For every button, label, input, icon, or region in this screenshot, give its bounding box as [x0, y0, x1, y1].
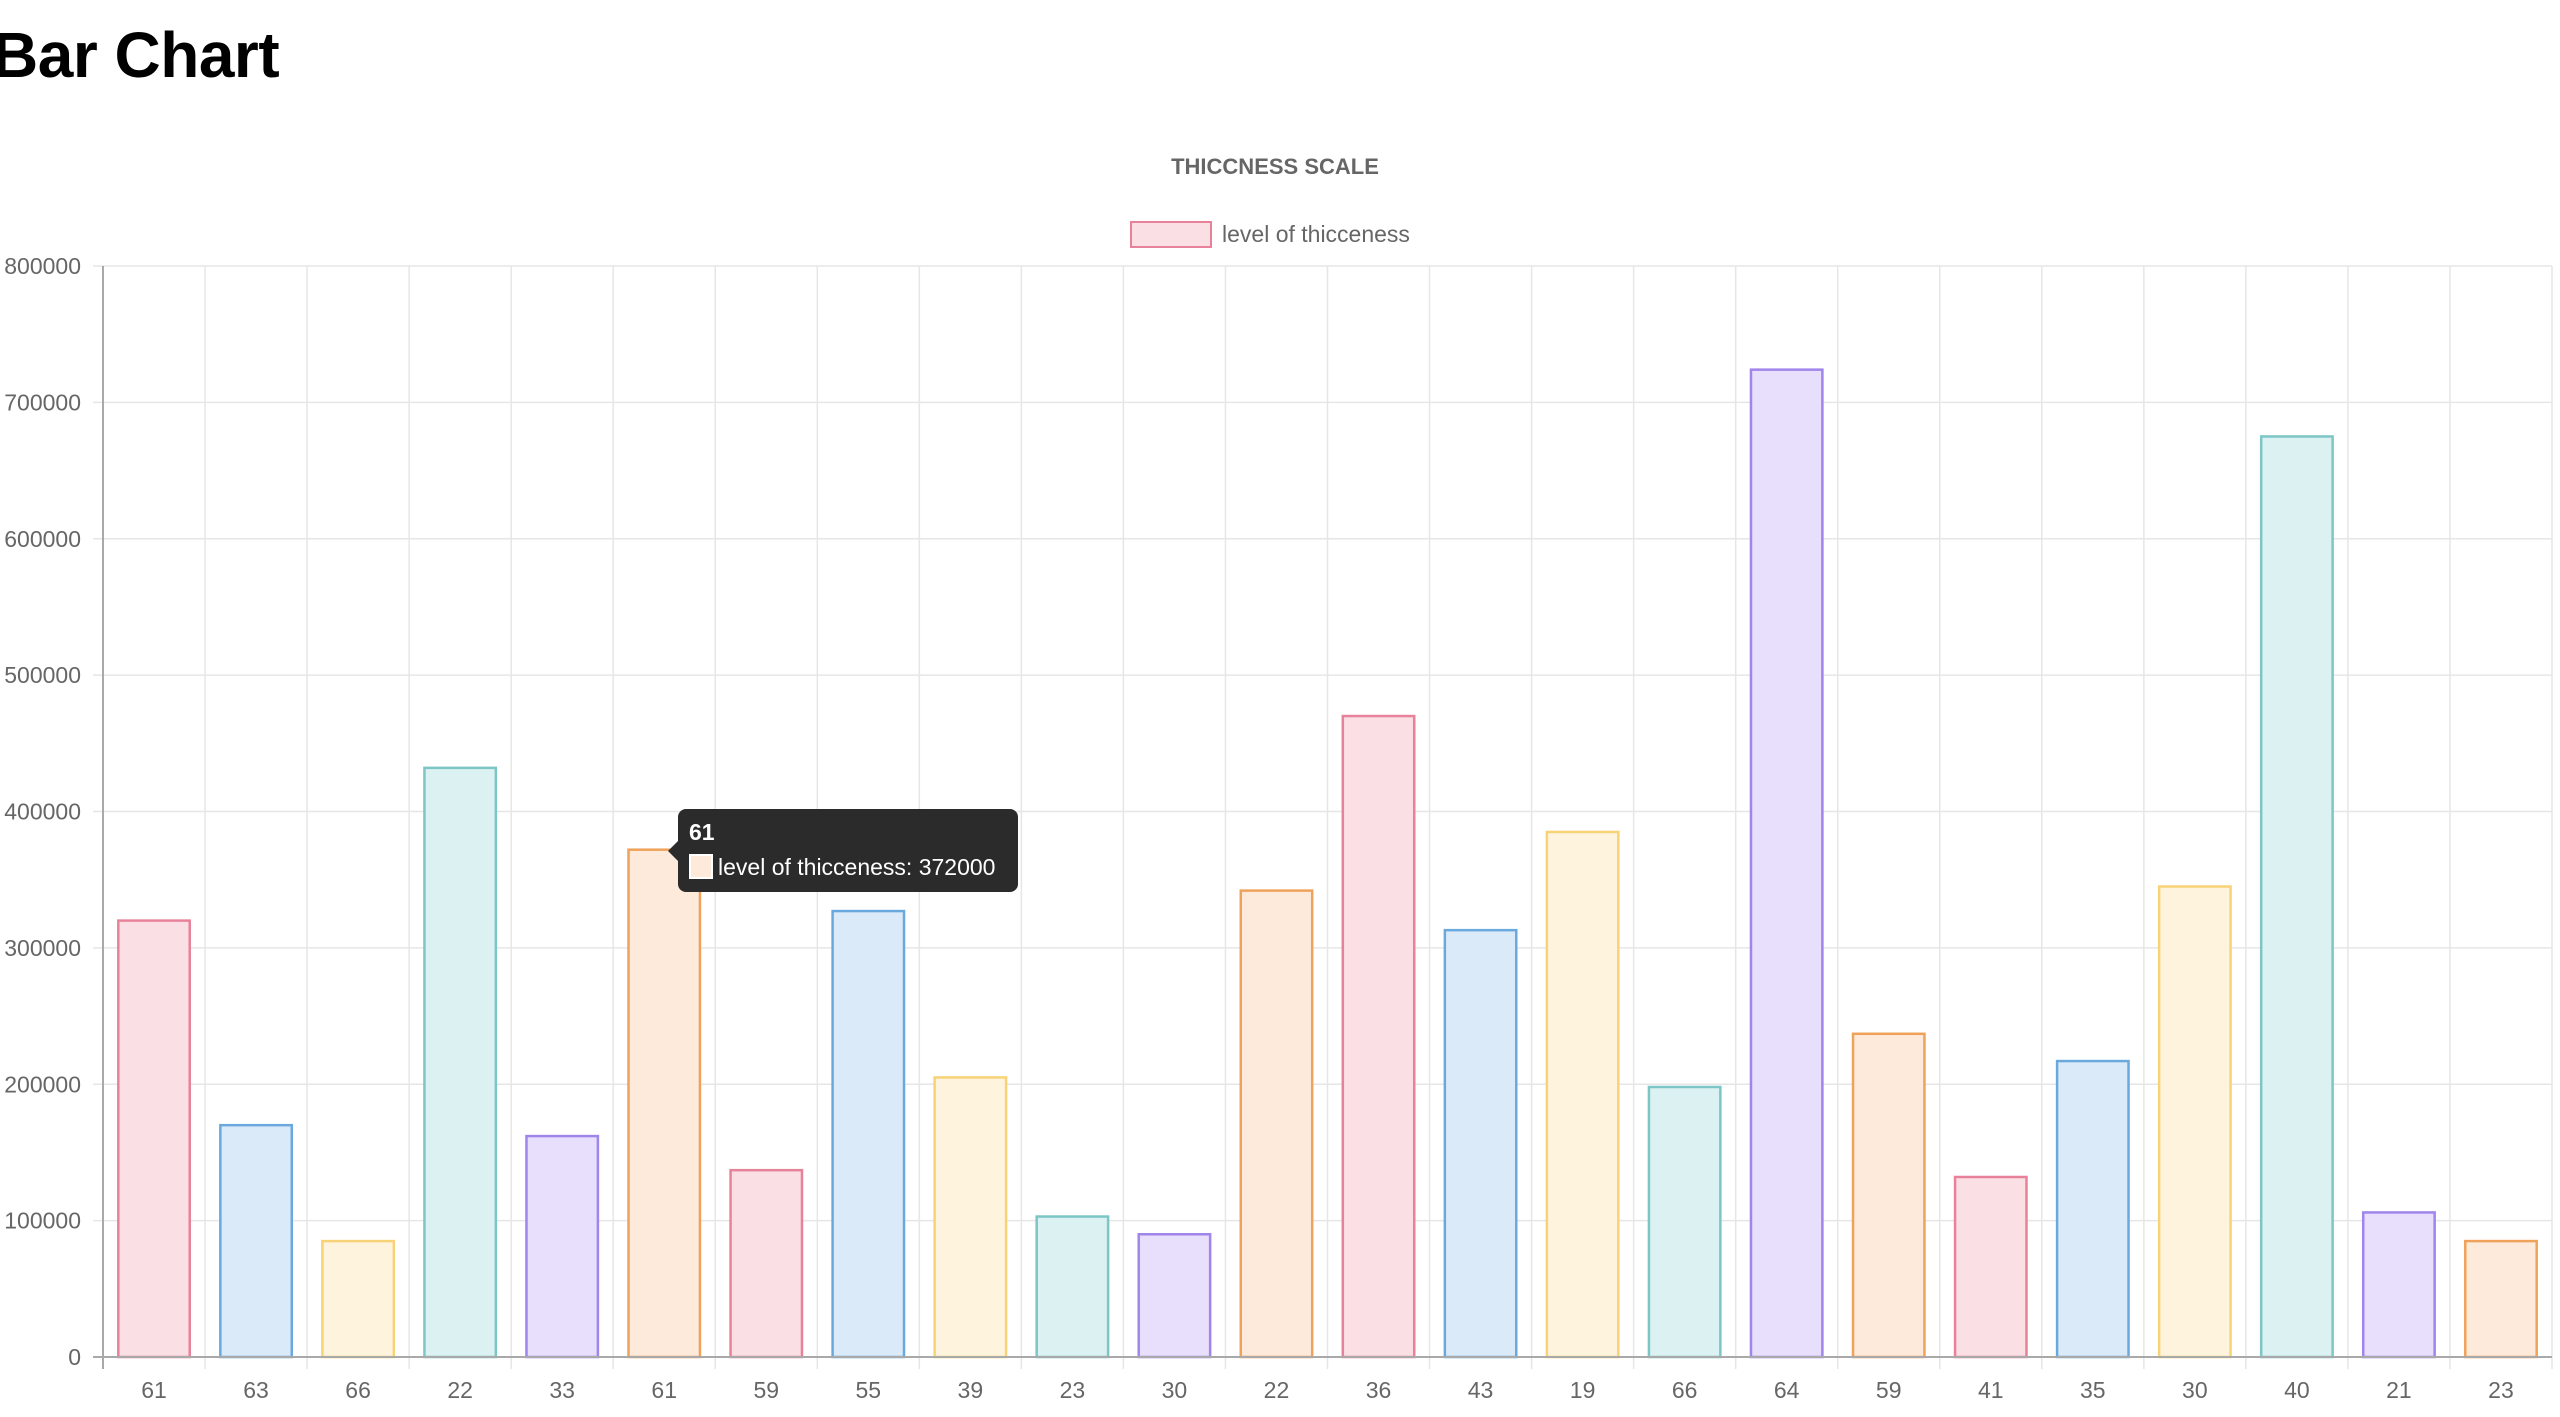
bar[interactable]	[1443, 928, 1518, 1359]
x-tick-label: 39	[958, 1377, 984, 1403]
x-tick-label: 30	[2182, 1377, 2208, 1403]
bar[interactable]	[2157, 885, 2232, 1359]
x-tick-label: 21	[2386, 1377, 2412, 1403]
x-axis-ticks: 61 63 66 22 33 61 59 55 39 23 30 22 36 43 19 66 64 59 41 35…	[141, 1377, 2514, 1403]
y-axis-ticks: 0 100000 200000 300000 400000 500000 600000 700…	[4, 253, 81, 1370]
x-tick-label: 41	[1978, 1377, 2004, 1403]
axes	[93, 266, 2552, 1369]
bar[interactable]	[1341, 714, 1416, 1359]
bar[interactable]	[525, 1134, 600, 1359]
bar[interactable]	[1137, 1233, 1212, 1359]
x-tick-label: 33	[549, 1377, 575, 1403]
bar[interactable]	[1035, 1215, 1110, 1359]
bar[interactable]	[2464, 1239, 2538, 1359]
x-tick-label: 23	[2488, 1377, 2514, 1403]
x-tick-label: 59	[1876, 1377, 1902, 1403]
tooltip-swatch	[689, 854, 713, 879]
bar[interactable]	[933, 1076, 1008, 1359]
bar[interactable]	[423, 766, 498, 1359]
y-tick-label: 0	[68, 1344, 81, 1370]
x-tick-label: 22	[447, 1377, 473, 1403]
chart-title: THICCNESS SCALE	[1171, 154, 1379, 179]
chart-legend[interactable]: level of thicceness	[1130, 221, 1410, 248]
bar[interactable]	[219, 1123, 294, 1359]
bar[interactable]	[2259, 435, 2334, 1359]
x-tick-label: 30	[1162, 1377, 1188, 1403]
y-tick-label: 800000	[4, 253, 81, 279]
bar[interactable]	[729, 1168, 804, 1359]
x-tick-label: 55	[856, 1377, 882, 1403]
legend-swatch	[1130, 221, 1212, 248]
bar[interactable]	[831, 909, 906, 1359]
page-title: Bar Chart	[0, 19, 280, 91]
bar[interactable]	[1851, 1032, 1926, 1359]
bar[interactable]	[1953, 1175, 2028, 1359]
x-tick-label: 64	[1774, 1377, 1800, 1403]
bar[interactable]	[1545, 830, 1620, 1359]
x-tick-label: 22	[1264, 1377, 1290, 1403]
y-tick-label: 500000	[4, 662, 81, 688]
bar[interactable]	[1239, 889, 1314, 1359]
x-tick-label: 66	[345, 1377, 371, 1403]
bar[interactable]	[1749, 368, 1824, 1359]
x-tick-label: 63	[243, 1377, 269, 1403]
tooltip-title: 61	[689, 819, 715, 845]
x-tick-label: 59	[753, 1377, 779, 1403]
y-tick-label: 600000	[4, 526, 81, 552]
x-tick-label: 61	[651, 1377, 677, 1403]
bar[interactable]	[117, 919, 191, 1359]
y-tick-label: 100000	[4, 1208, 81, 1234]
x-tick-label: 36	[1366, 1377, 1392, 1403]
x-tick-label: 66	[1672, 1377, 1698, 1403]
tooltip-label: level of thicceness: 372000	[718, 854, 995, 880]
bar[interactable]	[2361, 1211, 2436, 1359]
tooltip-caret	[668, 841, 678, 861]
y-tick-label: 200000	[4, 1071, 81, 1097]
y-tick-label: 400000	[4, 799, 81, 825]
y-tick-label: 300000	[4, 935, 81, 961]
x-tick-label: 43	[1468, 1377, 1494, 1403]
bar[interactable]	[2055, 1059, 2130, 1359]
x-tick-label: 19	[1570, 1377, 1596, 1403]
bar[interactable]	[1647, 1085, 1722, 1359]
x-tick-label: 40	[2284, 1377, 2310, 1403]
legend-label: level of thicceness	[1222, 221, 1410, 247]
tooltip-background	[678, 809, 1018, 892]
bar[interactable]	[627, 848, 702, 1359]
bars[interactable]	[117, 368, 2538, 1359]
y-tick-label: 700000	[4, 389, 81, 415]
tooltip: 61 level of thicceness: 372000	[668, 809, 1018, 892]
bar[interactable]	[321, 1239, 396, 1359]
x-tick-label: 35	[2080, 1377, 2106, 1403]
x-tick-label: 23	[1060, 1377, 1086, 1403]
x-tick-label: 61	[141, 1377, 167, 1403]
